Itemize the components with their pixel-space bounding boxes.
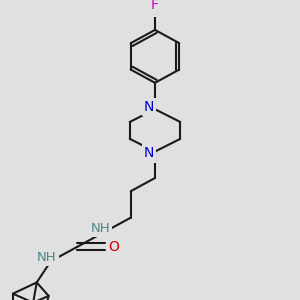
Text: N: N bbox=[144, 100, 154, 114]
Text: N: N bbox=[144, 146, 154, 161]
Text: NH: NH bbox=[37, 251, 56, 264]
Text: O: O bbox=[108, 240, 119, 254]
Text: F: F bbox=[151, 0, 159, 12]
Text: NH: NH bbox=[90, 222, 110, 235]
